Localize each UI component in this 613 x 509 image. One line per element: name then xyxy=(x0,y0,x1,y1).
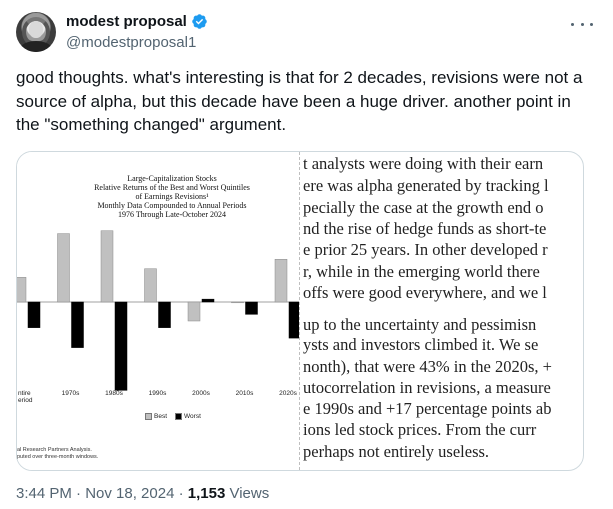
bar-worst xyxy=(114,301,128,391)
bar-worst xyxy=(201,298,215,303)
bar-worst xyxy=(245,301,258,315)
x-tick-label: 1980s xyxy=(105,390,123,397)
legend-best-label: Best xyxy=(154,413,168,420)
views-label: Views xyxy=(225,485,270,502)
bar-best xyxy=(100,230,114,303)
bar-best xyxy=(144,268,157,303)
tweet-media[interactable]: Large-Capitalization Stocks Relative Retu… xyxy=(16,151,584,471)
book-text-line: e prior 25 years. In other developed r xyxy=(303,240,548,259)
book-text-line: nonth), that were 43% in the 2020s, + xyxy=(303,357,552,376)
bar-best xyxy=(187,301,201,322)
book-text-line: offs were good everywhere, and we l xyxy=(303,283,547,302)
verified-badge-icon xyxy=(192,14,207,29)
tweet-text: good thoughts. what's interesting is tha… xyxy=(16,68,583,134)
x-tick-label: 2010s xyxy=(236,390,254,397)
bar-best xyxy=(17,277,27,303)
display-name[interactable]: modest proposal xyxy=(66,13,187,30)
bar-best xyxy=(231,301,244,304)
bar-worst xyxy=(288,301,299,339)
book-text-line: pecially the case at the growth end o xyxy=(303,198,544,217)
book-text-line: utocorrelation in revisions, a measure xyxy=(303,378,551,397)
bar-worst xyxy=(158,301,171,328)
bar-worst xyxy=(27,301,41,328)
book-text-line: ere was alpha generated by tracking l xyxy=(303,176,549,195)
x-tick-label: ntire xyxy=(18,390,31,397)
more-options-icon[interactable] xyxy=(571,14,593,34)
legend-worst-label: Worst xyxy=(184,413,201,420)
bar-worst xyxy=(71,301,84,348)
footnote-line: al Research Partners Analysis. xyxy=(17,447,92,453)
bar-best xyxy=(274,259,288,303)
chart-title-line: Large-Capitalization Stocks xyxy=(127,174,217,183)
legend-best-swatch xyxy=(145,413,152,420)
book-text-line: up to the uncertainty and pessimisn xyxy=(303,315,537,334)
x-tick-label: 2000s xyxy=(192,390,210,397)
image-divider xyxy=(299,152,302,470)
x-tick-label: 1970s xyxy=(62,390,80,397)
chart-title-line: 1976 Through Late-October 2024 xyxy=(117,210,227,219)
legend-worst-swatch xyxy=(175,413,183,420)
book-text-line: t analysts were doing with their earn xyxy=(303,154,544,173)
x-tick-label: 1990s xyxy=(149,390,167,397)
handle[interactable]: @modestproposal1 xyxy=(66,34,197,51)
chart-title-line: of Earnings Revisions¹ xyxy=(135,192,209,201)
book-text-line: perhaps not entirely useless. xyxy=(303,442,490,461)
book-text-line: ions led stock prices. From the curr xyxy=(303,420,537,439)
chart-title-line: Relative Returns of the Best and Worst Q… xyxy=(94,183,250,192)
chart-title-line: Monthly Data Compounded to Annual Period… xyxy=(97,201,247,210)
book-text-line: r, while in the emerging world there xyxy=(303,262,540,281)
chart-image: Large-Capitalization Stocks Relative Retu… xyxy=(17,152,299,470)
avatar[interactable] xyxy=(16,12,56,52)
book-text-line: nd the rise of hedge funds as short-te xyxy=(303,219,547,238)
author-name-row[interactable]: modest proposal xyxy=(66,13,208,30)
x-tick-label: eriod xyxy=(18,397,33,404)
chart-legend: Best Worst xyxy=(145,413,201,420)
bar-best xyxy=(57,233,70,303)
footnote-line: puted over three-month windows. xyxy=(17,453,99,460)
chart-footnote: al Research Partners Analysis. puted ove… xyxy=(17,447,98,460)
tweet-header: modest proposal @modestproposal1 xyxy=(16,12,597,56)
x-tick-label: 2020s xyxy=(279,390,297,397)
book-text-line: ysts and investors climbed it. We se xyxy=(303,335,539,354)
tweet-meta: 3:44 PM · Nov 18, 2024 · 1,153 Views xyxy=(16,485,269,502)
timestamp[interactable]: 3:44 PM · Nov 18, 2024 · xyxy=(16,485,188,502)
book-page-excerpt: t analysts were doing with their earn ere… xyxy=(303,152,583,470)
views-count[interactable]: 1,153 xyxy=(187,485,226,502)
book-text-line: e 1990s and +17 percentage points ab xyxy=(303,399,552,418)
